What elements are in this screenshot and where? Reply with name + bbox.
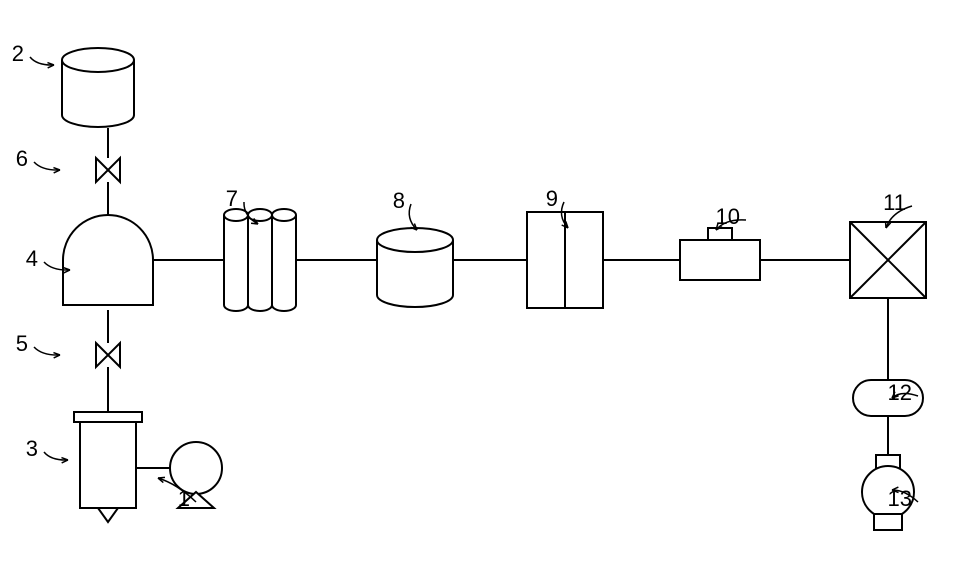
label-text-10: 10 <box>716 204 740 229</box>
node-6 <box>96 158 120 182</box>
node-8 <box>377 228 453 307</box>
node-3 <box>74 412 142 522</box>
nodes-layer <box>62 48 926 530</box>
label-text-11: 11 <box>883 190 906 215</box>
label-text-3: 3 <box>26 436 38 461</box>
node-5 <box>96 343 120 367</box>
node-10 <box>680 228 760 280</box>
label-8: 8 <box>393 188 417 230</box>
label-text-7: 7 <box>226 186 238 211</box>
node-4 <box>63 215 153 305</box>
label-text-4: 4 <box>26 246 38 271</box>
label-text-8: 8 <box>393 188 405 213</box>
label-text-6: 6 <box>16 146 28 171</box>
label-text-1: 1 <box>178 486 190 511</box>
label-text-13: 13 <box>888 486 912 511</box>
label-5: 5 <box>16 331 60 358</box>
node-7 <box>224 209 296 311</box>
label-text-9: 9 <box>546 186 558 211</box>
label-2: 2 <box>12 41 54 68</box>
process-flow-diagram: 12345678910111213 <box>0 0 971 563</box>
label-text-12: 12 <box>888 380 912 405</box>
node-2 <box>62 48 134 127</box>
node-11 <box>850 222 926 298</box>
label-10: 10 <box>716 204 746 230</box>
label-text-2: 2 <box>12 41 24 66</box>
label-text-5: 5 <box>16 331 28 356</box>
label-6: 6 <box>16 146 60 173</box>
label-3: 3 <box>26 436 68 463</box>
